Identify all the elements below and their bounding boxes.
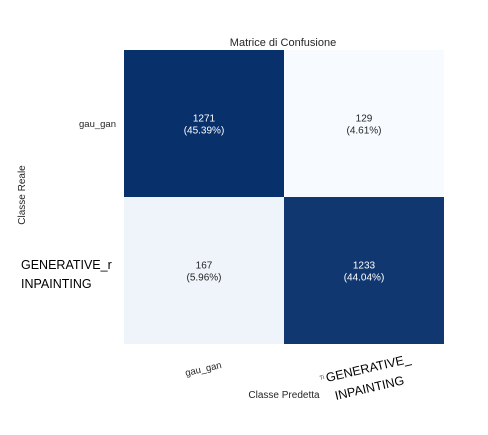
- cell-count-r1-c1: 1233: [353, 261, 376, 272]
- x-axis-label: Classe Predetta: [248, 390, 320, 401]
- cell-count-r0-c0: 1271: [193, 114, 216, 125]
- cell-percent-r0-c1: (4.61%): [346, 126, 381, 137]
- y-tick-label-gau-gan: gau_gan: [79, 119, 116, 130]
- heatmap-cell-r1-c0: [124, 197, 284, 344]
- x-tick-label-gau-gan: gau_gan: [184, 360, 223, 379]
- cell-percent-r1-c0: (5.96%): [186, 273, 221, 284]
- cell-percent-r0-c0: (45.39%): [184, 126, 225, 137]
- y-tick-label-generative-upper: GENERATIVE_r: [21, 258, 112, 272]
- heatmap-cell-r1-c1: [284, 197, 444, 344]
- y-tick-label-generative-lower: INPAINTING: [21, 277, 92, 291]
- heatmap-cell-r0-c0: [124, 50, 284, 197]
- x-tick-label-fragment: Ti: [319, 375, 325, 382]
- cell-count-r1-c0: 167: [196, 261, 213, 272]
- y-axis-label: Classe Reale: [17, 165, 28, 225]
- cell-count-r0-c1: 129: [356, 114, 373, 125]
- heatmap-cells: 1271(45.39%) 129(4.61%) 167(5.96%) 1233(44.…: [124, 50, 444, 344]
- heatmap-cell-r0-c1: [284, 50, 444, 197]
- chart-title: Matrice di Confusione: [230, 37, 336, 49]
- cell-percent-r1-c1: (44.04%): [344, 273, 385, 284]
